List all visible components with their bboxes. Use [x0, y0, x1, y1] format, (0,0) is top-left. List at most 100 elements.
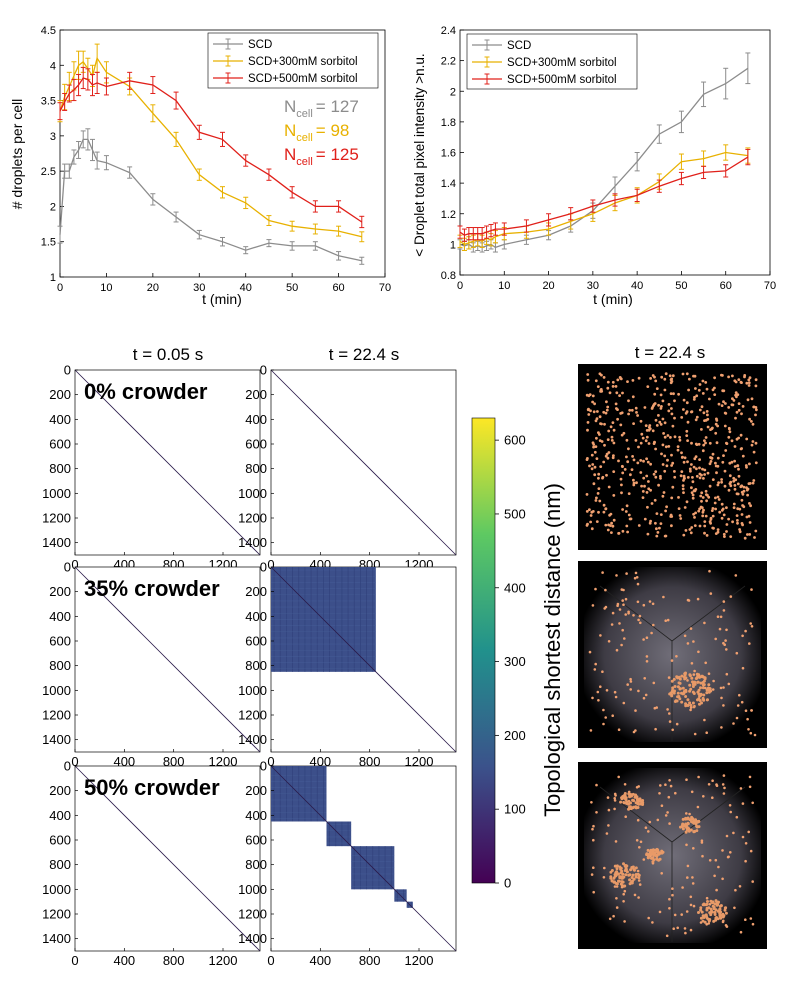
p2-xtick-label: 40 [631, 280, 643, 292]
p2-xtick-label: 50 [675, 280, 687, 292]
particle [686, 642, 690, 645]
particle [670, 464, 673, 467]
particle [739, 380, 743, 384]
matrix-ytick-label: 200 [245, 584, 267, 599]
p1-error-bar [336, 225, 342, 237]
particle [663, 377, 667, 381]
particle [727, 406, 731, 409]
particle [666, 708, 669, 711]
particle [646, 460, 650, 464]
particle [602, 503, 606, 507]
particle [645, 429, 649, 432]
particle [737, 378, 741, 381]
cluster-particle [715, 903, 719, 907]
particle [708, 397, 711, 401]
particle [753, 733, 757, 737]
particle [618, 622, 621, 625]
particle [720, 502, 724, 506]
legend-label: SCD+300mM sorbitol [507, 57, 617, 69]
particle [620, 483, 623, 487]
cluster-particle [697, 819, 701, 823]
particle [682, 398, 686, 402]
particle [612, 914, 615, 918]
particle [683, 927, 687, 930]
particle [697, 442, 701, 446]
particle [590, 467, 594, 471]
matrix-ytick-label: 400 [49, 609, 71, 624]
particle [626, 460, 630, 464]
particle [621, 628, 624, 632]
matrix-ytick-label: 800 [245, 857, 267, 872]
p2-error-bar [546, 213, 552, 227]
particle [642, 603, 646, 607]
cluster-particle [697, 911, 700, 914]
cluster-particle [708, 687, 712, 690]
cluster-particle [610, 879, 614, 883]
particle [733, 487, 737, 491]
particle [748, 502, 751, 505]
particle [728, 427, 731, 431]
particle [695, 394, 699, 398]
particle [614, 402, 618, 406]
p2-error-bar [701, 81, 707, 108]
particle [717, 481, 720, 484]
cluster-particle [697, 688, 701, 692]
p1-ytick-label: 3 [50, 131, 56, 143]
p2-ytick-label: 1.8 [441, 117, 456, 129]
cluster-particle [679, 825, 682, 829]
particle [658, 420, 662, 424]
particle [692, 673, 696, 676]
cluster-particle [716, 909, 720, 913]
particle [642, 696, 646, 700]
particle [746, 398, 750, 402]
particle [675, 655, 678, 658]
particle [724, 402, 727, 405]
p2-error-bar [457, 225, 463, 239]
particle [607, 824, 610, 827]
p1-error-bar [359, 215, 365, 229]
particle [719, 615, 723, 619]
particle [751, 880, 754, 883]
particle [597, 510, 600, 514]
cluster-particle [639, 802, 643, 806]
particle [720, 373, 723, 377]
p2-xtick-label: 20 [542, 280, 554, 292]
particle [625, 524, 629, 528]
cluster-particle [700, 701, 703, 705]
particle [636, 818, 640, 822]
particle [634, 439, 638, 442]
p1-series-scd-300mm-sorbitol [57, 43, 365, 243]
p1-error-bar [173, 211, 179, 223]
particle [591, 604, 595, 607]
particle [741, 802, 745, 805]
particle [696, 597, 700, 601]
particle [610, 521, 613, 525]
cluster-particle [619, 867, 623, 871]
particle [612, 441, 616, 445]
particle [602, 876, 606, 879]
particle [654, 521, 657, 525]
matrix-ytick-label: 0 [64, 560, 71, 575]
cluster-particle [692, 830, 696, 834]
particle [740, 412, 743, 416]
particle [711, 796, 714, 799]
cluster-particle [622, 862, 625, 866]
cluster-particle [701, 686, 705, 690]
particle [652, 623, 655, 627]
ncell-annotation: Ncell = 98 [284, 121, 349, 144]
p1-ytick-label: 1.5 [41, 237, 56, 249]
cluster-particle [614, 881, 618, 885]
particle [623, 783, 627, 786]
cluster-particle [646, 854, 650, 858]
particle [618, 608, 622, 611]
particle [637, 785, 640, 788]
particle [596, 690, 600, 694]
particle [747, 728, 750, 731]
cluster-particle [620, 880, 624, 884]
particle [658, 526, 661, 530]
particle [605, 832, 609, 835]
particle [668, 712, 671, 715]
particle [728, 482, 732, 485]
particle [695, 415, 699, 419]
